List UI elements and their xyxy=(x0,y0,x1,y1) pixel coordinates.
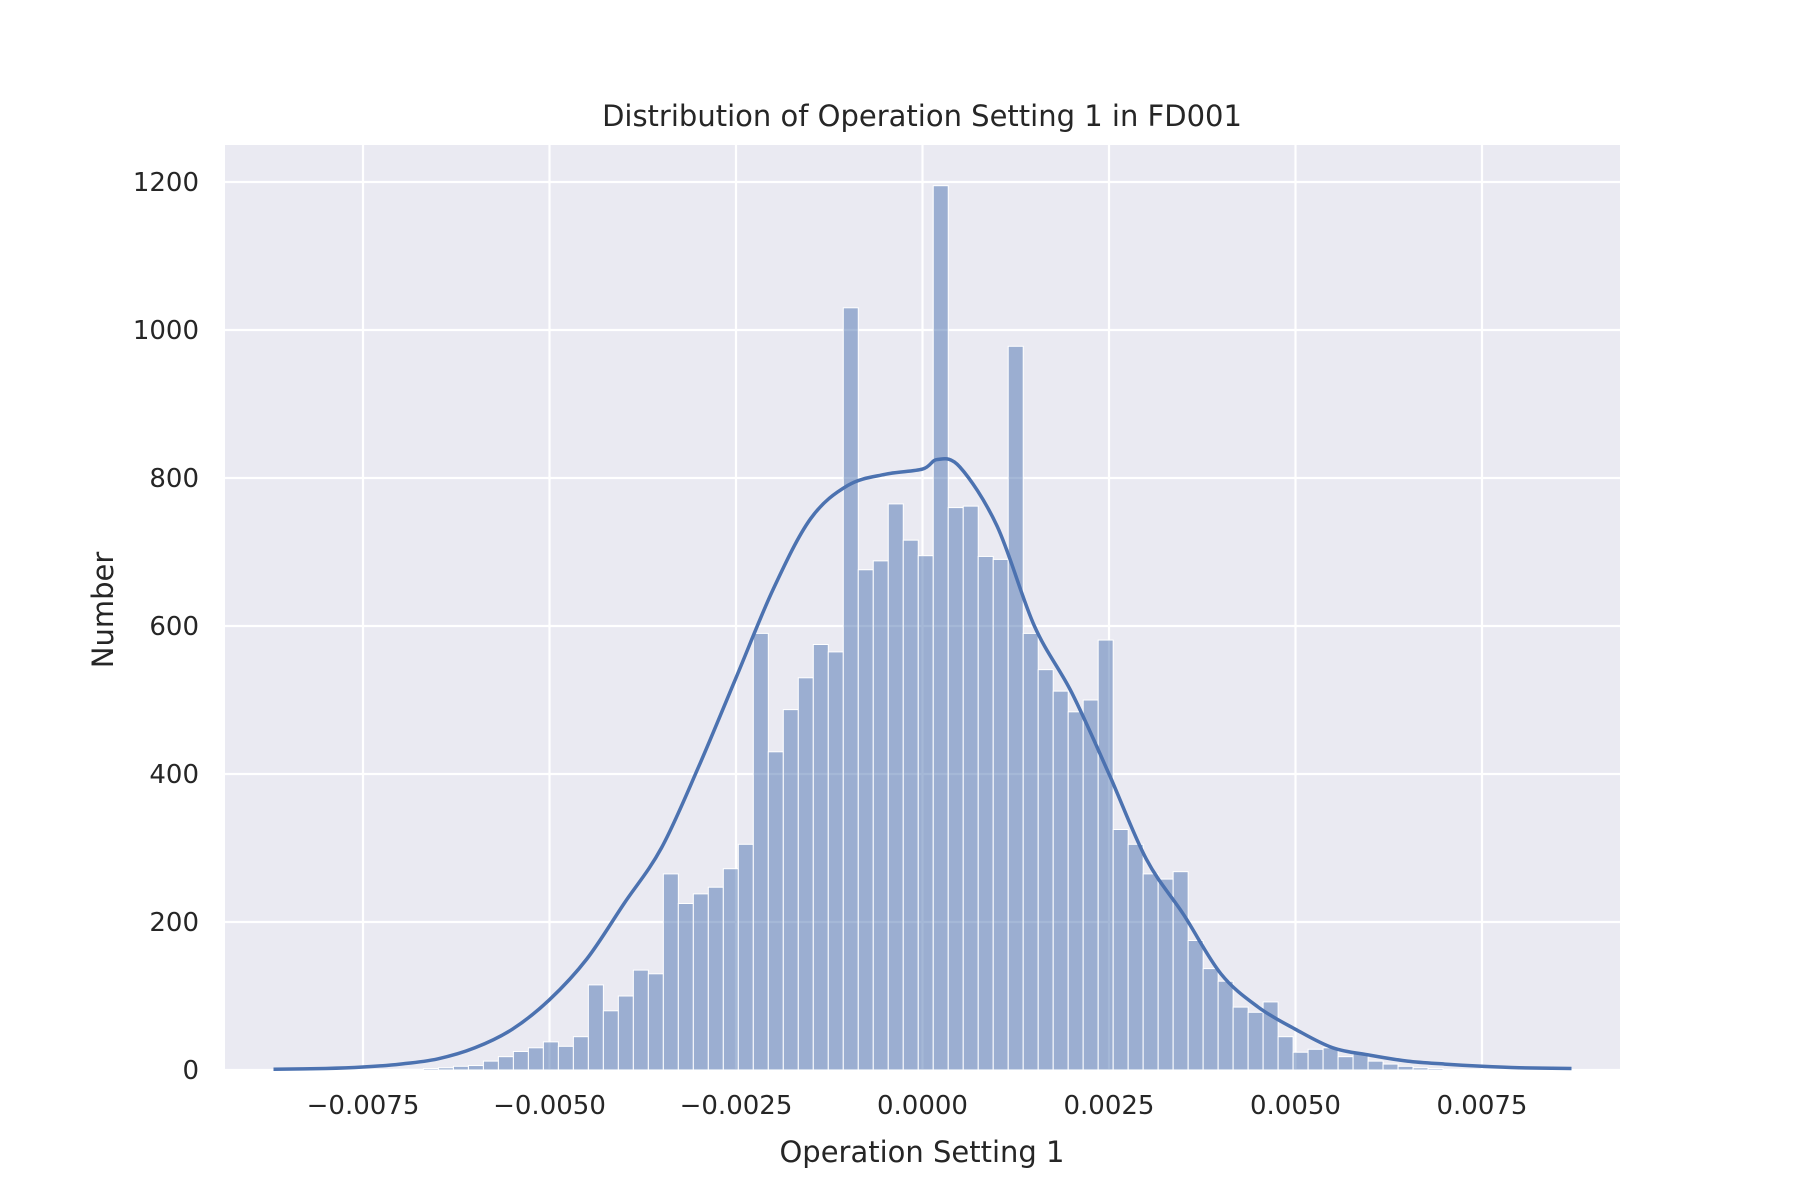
histogram-bar xyxy=(767,751,784,1071)
histogram-bar xyxy=(842,307,859,1071)
histogram-bar xyxy=(1082,699,1099,1071)
histogram-bar xyxy=(1397,1065,1414,1071)
histogram-bar xyxy=(857,569,874,1071)
histogram-bar xyxy=(917,555,934,1071)
histogram-bar xyxy=(542,1041,559,1071)
histogram-bar xyxy=(692,893,709,1071)
histogram-bar xyxy=(1037,669,1054,1071)
histogram-bar xyxy=(1337,1056,1354,1071)
histogram-bar xyxy=(407,1068,424,1071)
y-tick-label: 400 xyxy=(149,760,199,790)
histogram-bar xyxy=(1217,980,1234,1071)
histogram-bar xyxy=(1247,1011,1264,1071)
y-axis-label: Number xyxy=(86,552,120,669)
histogram-bar xyxy=(782,709,799,1071)
histogram-bar xyxy=(1457,1068,1474,1071)
histogram-bar xyxy=(1052,690,1069,1071)
histogram-bar xyxy=(1412,1067,1429,1071)
histogram-bar xyxy=(677,903,694,1071)
histogram-bar xyxy=(1007,345,1024,1071)
histogram-bar xyxy=(1367,1060,1384,1071)
x-tick-label: 0.0025 xyxy=(1064,1091,1155,1121)
histogram-bar xyxy=(1157,878,1174,1071)
x-tick-label: 0.0075 xyxy=(1436,1091,1527,1121)
histogram-bar xyxy=(1022,632,1039,1071)
histogram-bar xyxy=(1277,1036,1294,1071)
histogram-bar xyxy=(647,973,664,1071)
histogram-bar xyxy=(662,873,679,1071)
histogram-bar xyxy=(602,1010,619,1071)
y-tick-label: 600 xyxy=(149,612,199,642)
histogram-bar xyxy=(902,539,919,1071)
histogram-bar xyxy=(797,677,814,1071)
histogram-bar xyxy=(737,843,754,1071)
histogram-bar xyxy=(1427,1068,1444,1071)
histogram-bar xyxy=(1292,1051,1309,1071)
y-tick-label: 800 xyxy=(149,464,199,494)
histogram-bar xyxy=(1232,1006,1249,1071)
histogram-bar xyxy=(1382,1063,1399,1071)
histogram-bar xyxy=(1307,1048,1324,1071)
histogram-bar xyxy=(947,507,964,1071)
histogram-bar xyxy=(527,1047,544,1071)
histogram-bar xyxy=(1127,843,1144,1071)
histogram-bar xyxy=(1202,968,1219,1071)
histogram-bar xyxy=(1142,873,1159,1071)
histogram-bar xyxy=(437,1067,454,1071)
histogram-bar xyxy=(752,632,769,1071)
x-tick-labels: −0.0075 −0.0050 −0.0025 0.0000 0.0025 0.0050 0… xyxy=(307,1091,1528,1121)
histogram-bar xyxy=(887,503,904,1071)
histogram-bar xyxy=(707,886,724,1071)
histogram-bar xyxy=(932,185,949,1071)
histogram-bar xyxy=(992,558,1009,1071)
histogram-bar xyxy=(1112,829,1129,1071)
histogram-bar xyxy=(617,995,634,1071)
histogram-bars xyxy=(272,185,1564,1071)
histogram-bar xyxy=(587,984,604,1071)
histogram-bar xyxy=(572,1036,589,1071)
x-tick-label: −0.0025 xyxy=(680,1091,793,1121)
histogram-bar xyxy=(512,1051,529,1071)
histogram-bar xyxy=(1472,1068,1489,1071)
histogram-bar xyxy=(497,1056,514,1071)
histogram-bar xyxy=(482,1060,499,1071)
y-tick-label: 1000 xyxy=(133,316,199,346)
histogram-bar xyxy=(392,1068,409,1071)
histogram-bar xyxy=(827,651,844,1071)
y-tick-label: 1200 xyxy=(133,168,199,198)
histogram-bar xyxy=(872,560,889,1071)
kde-curve xyxy=(273,457,1572,1072)
histogram-bar xyxy=(632,969,649,1071)
histogram-bar xyxy=(1487,1068,1504,1071)
histogram-bar xyxy=(977,555,994,1071)
histogram-bar xyxy=(452,1065,469,1071)
y-tick-label: 0 xyxy=(182,1056,199,1086)
histogram-bar xyxy=(812,644,829,1071)
x-tick-label: −0.0075 xyxy=(307,1091,420,1121)
histogram-bar xyxy=(962,505,979,1071)
x-axis-label: Operation Setting 1 xyxy=(779,1135,1064,1169)
x-tick-label: 0.0000 xyxy=(877,1091,968,1121)
y-tick-labels: 0 200 400 600 800 1000 1200 xyxy=(133,168,199,1086)
histogram-bar xyxy=(557,1045,574,1071)
histogram-bar xyxy=(467,1065,484,1071)
histogram-bar xyxy=(1322,1047,1339,1071)
histogram-bar xyxy=(422,1068,439,1071)
histogram-bar xyxy=(1067,711,1084,1071)
chart-title: Distribution of Operation Setting 1 in F… xyxy=(602,99,1242,133)
x-tick-label: 0.0050 xyxy=(1250,1091,1341,1121)
y-tick-label: 200 xyxy=(149,908,199,938)
histogram-bar xyxy=(1097,639,1114,1071)
histogram-bar xyxy=(1187,940,1204,1071)
x-tick-label: −0.0050 xyxy=(493,1091,606,1121)
histogram-bar xyxy=(722,868,739,1071)
histogram-bar xyxy=(1442,1068,1459,1071)
